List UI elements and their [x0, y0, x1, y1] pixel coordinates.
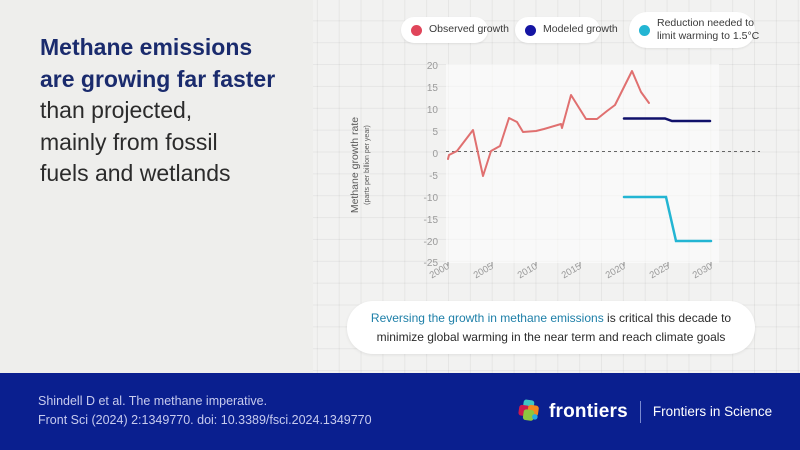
svg-text:10: 10 [427, 105, 439, 116]
svg-text:20: 20 [427, 61, 439, 72]
svg-text:-20: -20 [424, 237, 439, 248]
svg-text:-15: -15 [424, 215, 439, 226]
svg-text:15: 15 [427, 83, 439, 94]
svg-text:-10: -10 [424, 193, 439, 204]
svg-text:(parts per billion per year): (parts per billion per year) [364, 125, 371, 205]
svg-text:0: 0 [432, 149, 438, 160]
svg-text:-5: -5 [429, 171, 438, 182]
svg-text:5: 5 [432, 127, 438, 138]
svg-text:Methane growth rate: Methane growth rate [349, 117, 361, 213]
